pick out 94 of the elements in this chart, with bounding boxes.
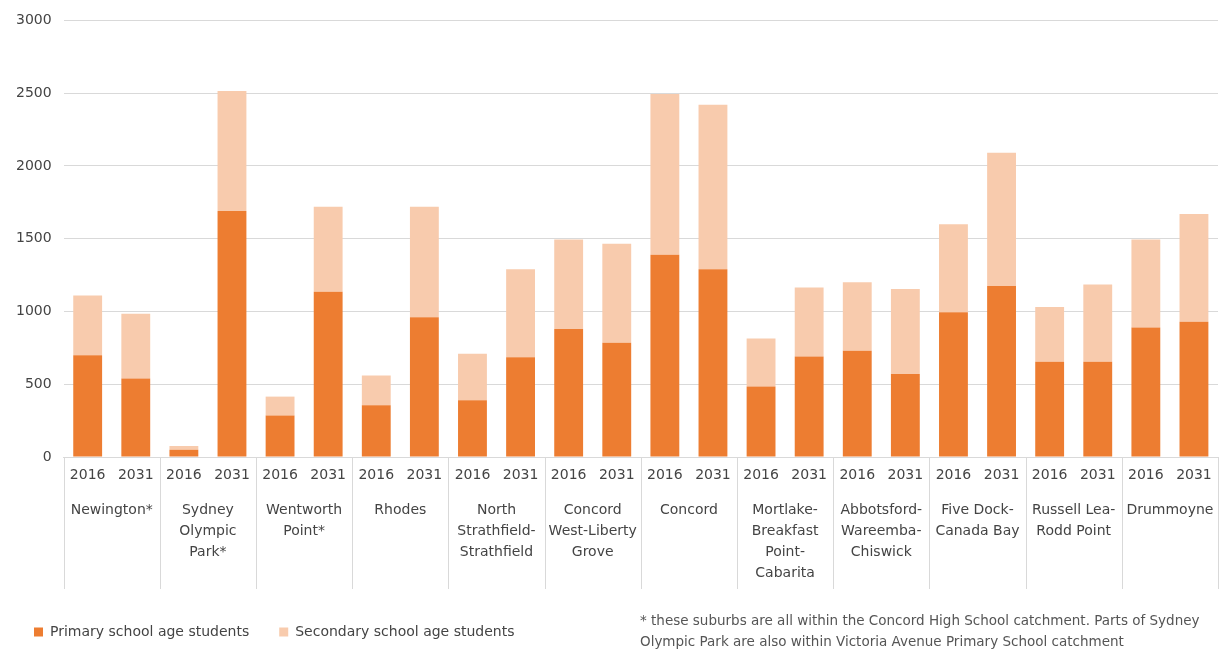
legend-label: Primary school age students xyxy=(50,622,250,639)
x-tick-label: 2031 xyxy=(406,466,443,483)
bar xyxy=(217,90,247,212)
bar xyxy=(842,282,872,351)
bar xyxy=(73,295,103,356)
bar xyxy=(409,206,439,318)
bar xyxy=(409,317,439,457)
bar xyxy=(313,291,343,457)
x-tick-label: 2031 xyxy=(502,466,539,483)
x-tick-label: 2016 xyxy=(69,466,106,483)
y-tick-label: 1000 xyxy=(15,302,52,319)
text: Concord xyxy=(658,500,719,519)
y-tick-label: 1500 xyxy=(15,229,52,246)
text: Sydney Olympic Park* xyxy=(178,500,238,561)
y-tick-label: 2500 xyxy=(15,83,52,100)
text: Rhodes xyxy=(373,500,428,519)
x-tick-label: 2031 xyxy=(983,466,1020,483)
x-tick-label: 2016 xyxy=(166,466,202,483)
bar xyxy=(1035,307,1065,362)
y-tick-label: 3000 xyxy=(15,11,52,28)
x-tick-label: 2031 xyxy=(887,466,924,483)
bar xyxy=(698,104,728,270)
x-tick-label: 2016 xyxy=(358,466,395,483)
bar xyxy=(361,405,391,457)
text: Five Dock-Canada Bay xyxy=(934,500,1021,540)
bar xyxy=(602,243,632,343)
bar xyxy=(169,446,199,450)
y-tick-label: 2000 xyxy=(15,156,52,173)
text: Drummoyne xyxy=(1125,500,1214,519)
x-tick-label: 2031 xyxy=(598,466,635,483)
bar xyxy=(987,286,1016,457)
bar xyxy=(1083,284,1113,362)
x-tick-label: 2031 xyxy=(214,466,250,483)
legend-label: Secondary school age students xyxy=(295,622,515,639)
bar xyxy=(1035,361,1065,457)
text: Mortlake-Breakfast Point-Cabarita xyxy=(750,500,820,582)
x-tick-label: 2016 xyxy=(1128,466,1164,483)
y-tick-label: 500 xyxy=(24,374,52,391)
bar xyxy=(313,206,343,292)
bar xyxy=(602,342,632,457)
x-tick-label: 2031 xyxy=(117,466,154,483)
bar xyxy=(265,415,295,457)
x-tick-label: 2031 xyxy=(695,466,731,483)
bar xyxy=(746,338,776,387)
bar xyxy=(506,269,535,358)
bar xyxy=(746,386,776,457)
bar xyxy=(1083,361,1113,457)
bar xyxy=(1131,239,1161,328)
text: Wentworth Point* xyxy=(265,500,344,540)
x-tick-label: 2016 xyxy=(647,466,683,483)
bar xyxy=(265,396,295,416)
x-tick-label: 2016 xyxy=(743,466,779,483)
x-tick-label: 2031 xyxy=(310,466,346,483)
bar xyxy=(794,287,824,357)
x-tick-label: 2016 xyxy=(935,466,972,483)
text: * these suburbs are all within the Concord High School catchment. Parts of Sydney Olympic Park are also within Victoria Avenue Primary School catchment xyxy=(640,611,1201,651)
bar xyxy=(939,224,968,313)
text: North Strathfield-Strathfield xyxy=(456,500,537,561)
bar xyxy=(650,254,680,457)
x-tick-label: 2031 xyxy=(1079,466,1116,483)
bar xyxy=(698,269,728,457)
y-tick-label: 0 xyxy=(42,447,52,464)
x-tick-label: 2031 xyxy=(791,466,827,483)
bar xyxy=(794,356,824,457)
bar xyxy=(1179,213,1209,322)
x-tick-label: 2016 xyxy=(454,466,491,483)
text: Concord West-Liberty Grove xyxy=(548,500,637,561)
bar xyxy=(890,288,920,375)
text: Newington* xyxy=(69,500,154,519)
bar xyxy=(169,449,199,457)
bar xyxy=(890,374,920,457)
bar xyxy=(458,400,487,457)
bar xyxy=(73,355,103,457)
bar xyxy=(121,313,151,379)
bar xyxy=(1131,327,1161,457)
bar xyxy=(1179,321,1209,457)
x-tick-label: 2016 xyxy=(839,466,876,483)
x-tick-label: 2031 xyxy=(1176,466,1212,483)
bar xyxy=(987,152,1016,286)
bar xyxy=(650,93,680,255)
bar xyxy=(554,239,584,329)
text: Russell Lea-Rodd Point xyxy=(1031,500,1117,540)
bar xyxy=(121,378,151,457)
text: Abbotsford-Wareemba-Chiswick xyxy=(839,500,924,561)
bar xyxy=(217,211,247,457)
x-tick-label: 2016 xyxy=(550,466,587,483)
bar xyxy=(554,328,584,457)
bar xyxy=(361,375,391,406)
bar xyxy=(939,312,968,457)
bar xyxy=(506,357,535,457)
bar xyxy=(458,353,487,401)
x-tick-label: 2016 xyxy=(262,466,298,483)
x-tick-label: 2016 xyxy=(1031,466,1068,483)
bar xyxy=(842,350,872,457)
